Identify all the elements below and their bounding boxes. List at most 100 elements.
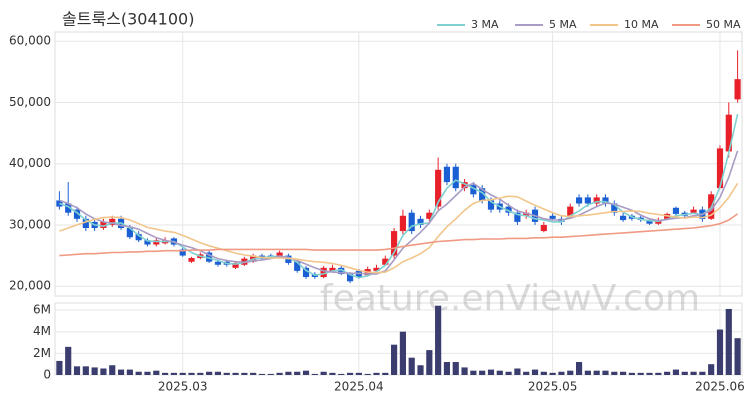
volume-bar — [540, 371, 547, 375]
candle-body — [382, 258, 389, 265]
candle-body — [179, 249, 186, 256]
volume-bar — [399, 331, 406, 375]
candle-body — [338, 267, 345, 274]
volume-bar — [655, 372, 662, 375]
volume-bar — [734, 338, 741, 375]
candle-body — [188, 258, 195, 262]
volume-bar — [320, 371, 327, 375]
candle-body — [734, 79, 741, 100]
y-tick-label: 50,000 — [9, 95, 51, 109]
volume-bar — [672, 369, 680, 375]
volume-bar — [496, 370, 503, 375]
candle-body — [399, 215, 406, 232]
volume-bar — [302, 370, 310, 375]
candle-body — [126, 228, 133, 238]
volume-bar — [461, 367, 468, 375]
volume-bar — [188, 372, 195, 375]
candle-body — [611, 203, 618, 213]
volume-bar — [329, 372, 336, 375]
volume-bar — [250, 372, 257, 375]
volume-bar — [56, 360, 63, 375]
volume-bar — [346, 372, 354, 375]
legend-label: 3 MA — [471, 18, 499, 31]
volume-bar — [628, 372, 635, 375]
volume-bar — [214, 371, 222, 375]
volume-bar — [179, 372, 186, 375]
volume-bar — [373, 372, 380, 375]
volume-bar — [637, 372, 644, 375]
y-tick-label: 2M — [33, 346, 51, 360]
candle-body — [373, 267, 380, 271]
volume-bar — [382, 372, 389, 375]
y-tick-label: 60,000 — [9, 34, 51, 48]
candle-body — [523, 212, 530, 216]
x-tick-label: 2025.04 — [334, 380, 384, 394]
x-tick-label: 2025.06 — [695, 380, 745, 394]
volume-bar — [232, 372, 239, 375]
volume-bar — [514, 368, 521, 375]
candle-body — [65, 203, 72, 213]
candle-body — [443, 166, 451, 183]
candle-body — [549, 215, 556, 219]
y-tick-label: 20,000 — [9, 279, 51, 293]
volume-bar — [549, 372, 556, 375]
candle-body — [214, 261, 222, 265]
candle-body — [540, 224, 547, 232]
candle-body — [417, 218, 424, 225]
volume-bar — [699, 371, 706, 375]
volume-bar — [197, 372, 204, 375]
volume-bar — [91, 367, 98, 375]
volume-bar — [567, 370, 574, 375]
y-tick-label: 6M — [33, 303, 51, 317]
candle-body — [690, 209, 697, 213]
candle-body — [276, 252, 283, 257]
candle-body — [567, 206, 574, 216]
candle-body — [479, 188, 486, 201]
ma-line — [59, 182, 739, 274]
volume-bar — [311, 373, 318, 375]
legend-label: 50 MA — [706, 18, 741, 31]
candle-body — [620, 215, 627, 221]
chart-title: 솔트룩스(304100) — [62, 10, 194, 29]
volume-bar — [408, 357, 415, 375]
candle-body — [391, 231, 398, 256]
volume-bar — [206, 371, 213, 375]
volume-bar — [338, 373, 345, 375]
volume-bar — [558, 371, 565, 375]
volume-bar — [109, 365, 116, 375]
y-tick-label: 30,000 — [9, 217, 51, 231]
candle-body — [514, 212, 521, 222]
volume-bar — [716, 329, 724, 375]
volume-bar — [153, 370, 160, 375]
y-tick-label: 4M — [33, 324, 51, 338]
candle-body — [470, 185, 477, 195]
volume-bar — [646, 372, 653, 375]
volume-bar — [417, 365, 424, 375]
volume-bar — [690, 371, 697, 375]
volume-bar — [126, 369, 133, 375]
candle-body — [426, 212, 433, 219]
x-tick-label: 2025.03 — [158, 380, 208, 394]
volume-bar — [162, 372, 169, 375]
candle-body — [153, 240, 160, 245]
volume-bar — [584, 370, 591, 375]
volume-bar — [276, 372, 283, 375]
ma-line — [59, 150, 739, 275]
volume-bar — [523, 371, 530, 375]
candle-body — [346, 273, 354, 282]
volume-bar — [294, 371, 301, 375]
ma-line — [59, 213, 739, 257]
candle-body — [294, 261, 301, 271]
y-tick-label: 0 — [43, 368, 51, 382]
volume-bar — [611, 371, 618, 375]
volume-bar — [531, 369, 539, 375]
candle-body — [487, 200, 495, 210]
candle-body — [646, 220, 653, 224]
candle-body — [82, 218, 89, 229]
candle-body — [716, 148, 724, 189]
candle-body — [109, 218, 116, 225]
volume-bar — [391, 344, 398, 375]
volume-bar — [65, 346, 72, 375]
